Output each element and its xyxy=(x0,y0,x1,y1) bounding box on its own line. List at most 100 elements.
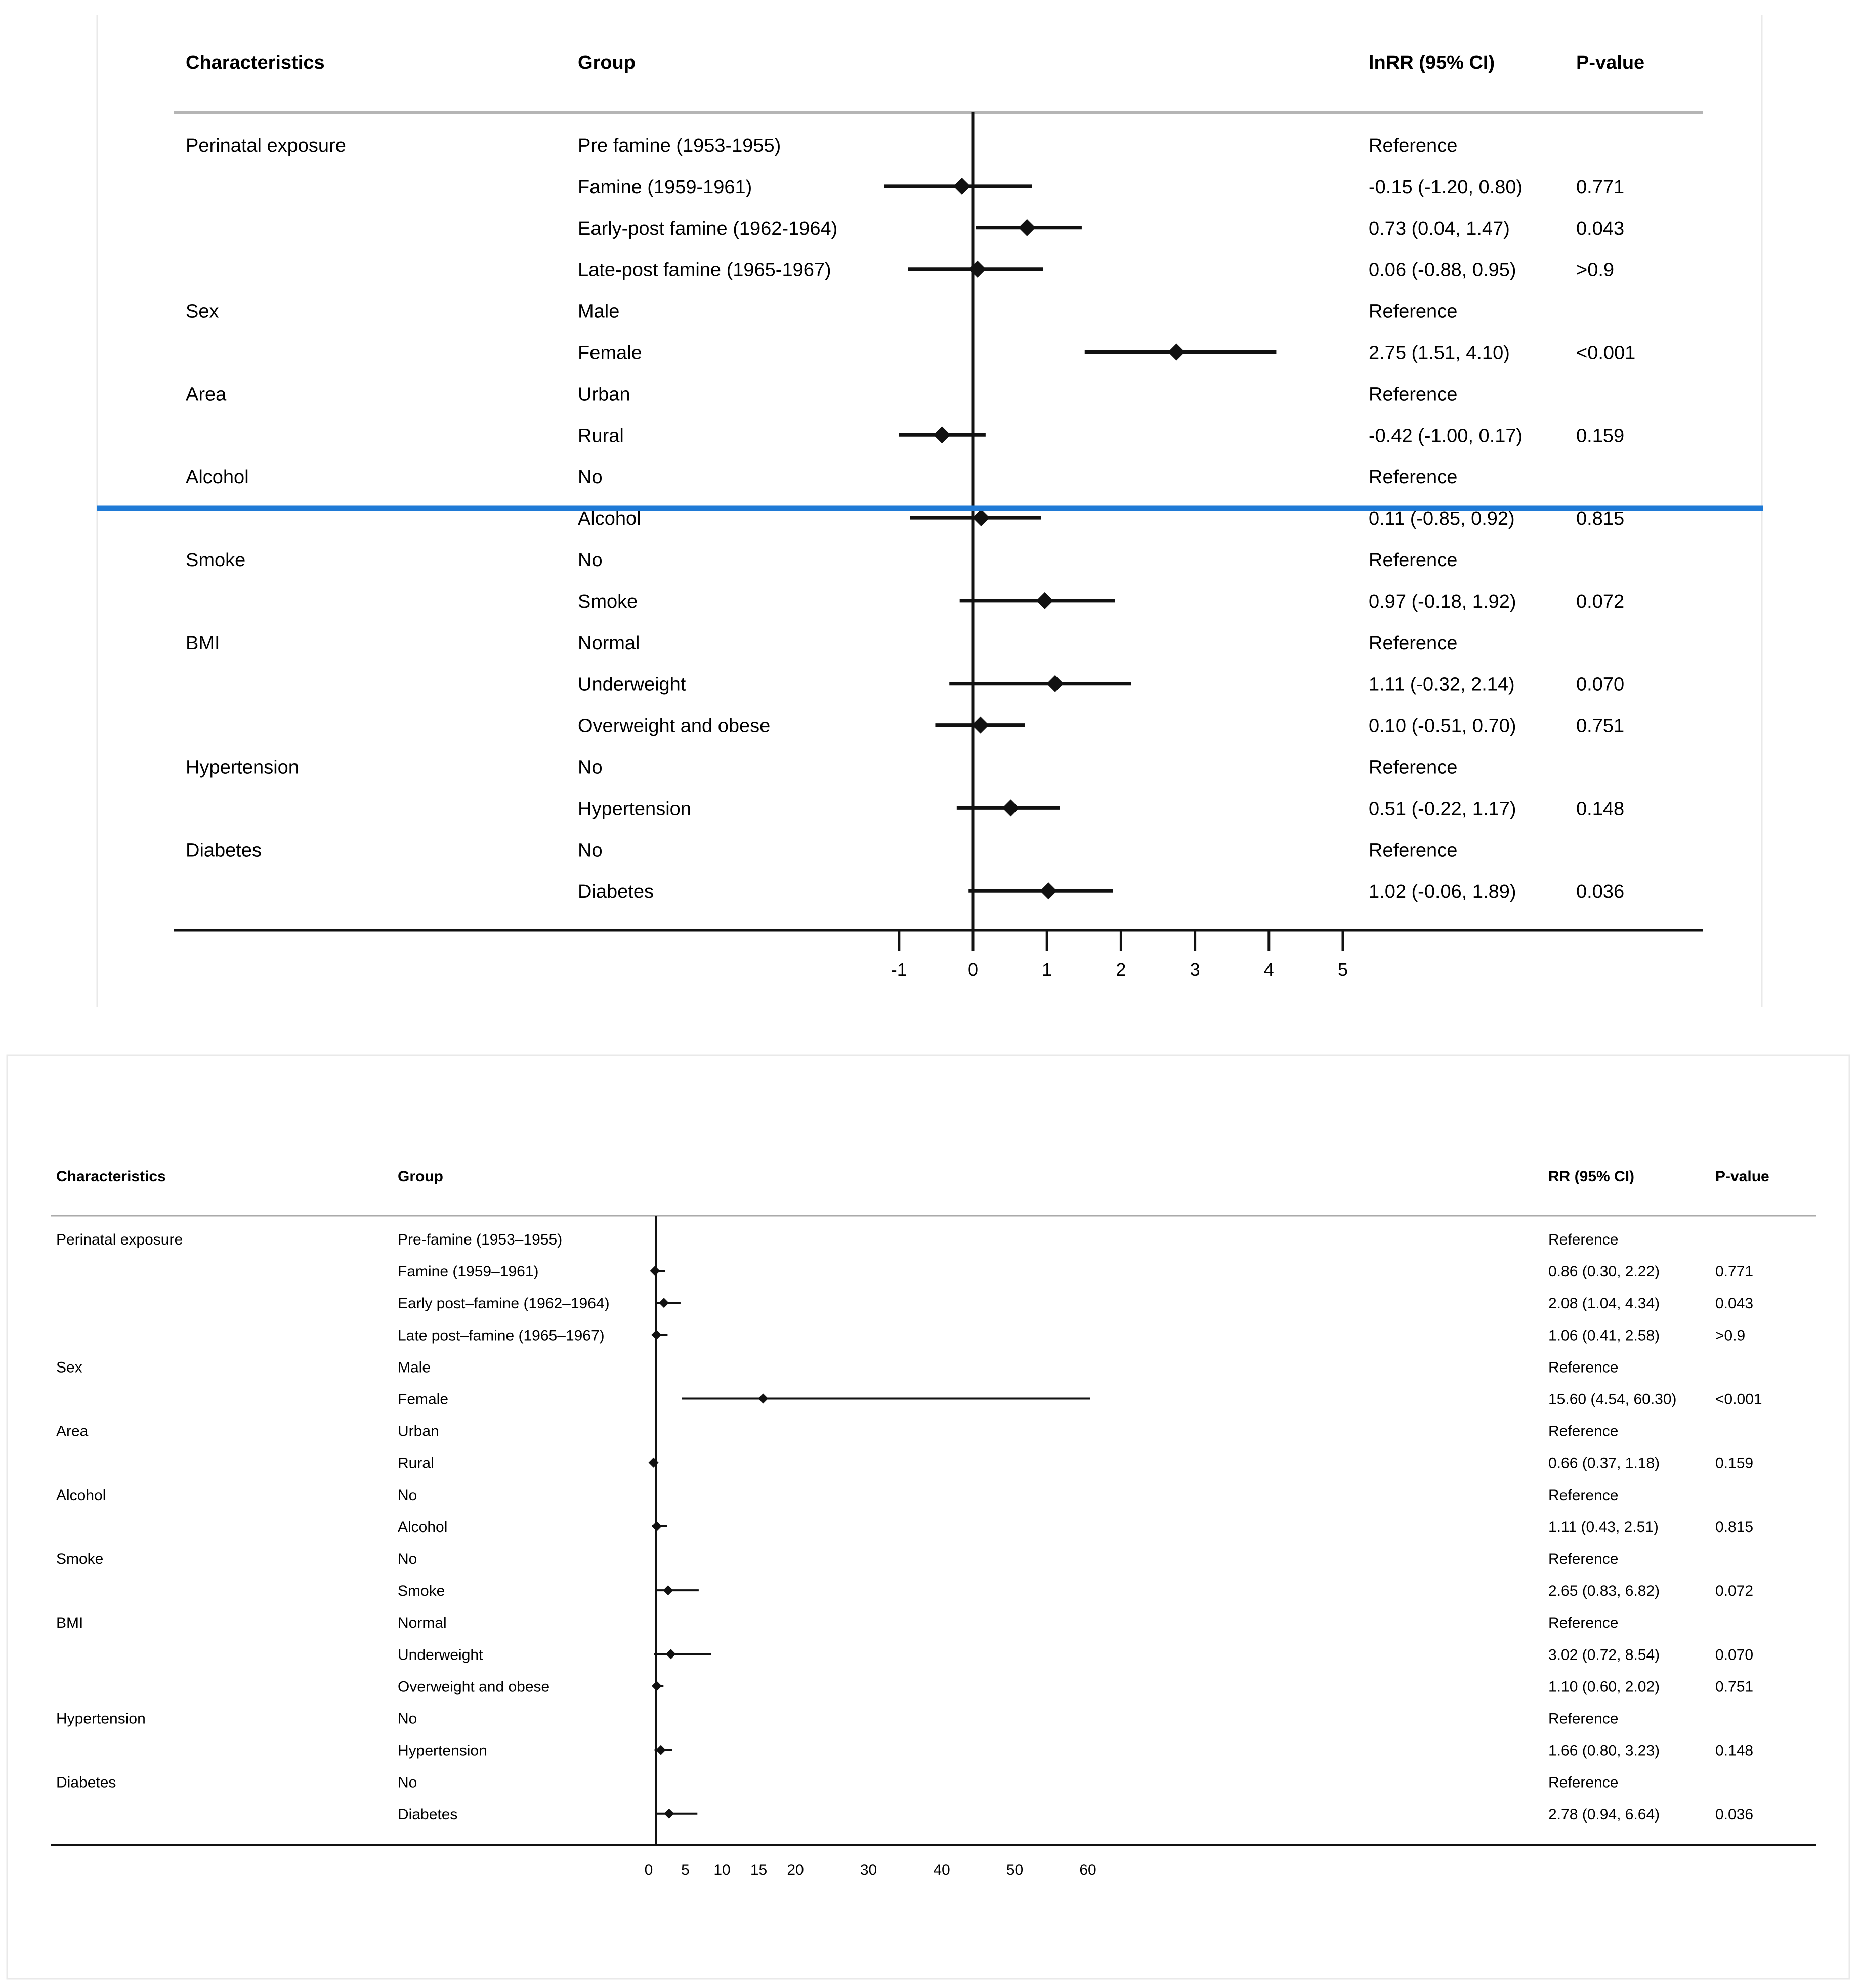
row-estimate-ci-label: 0.51 (-0.22, 1.17) xyxy=(1369,798,1516,819)
row-estimate-ci-label: 2.65 (0.83, 6.82) xyxy=(1548,1583,1660,1599)
row-characteristic-label: Hypertension xyxy=(186,757,299,778)
row-estimate-ci-label: 2.78 (0.94, 6.64) xyxy=(1548,1806,1660,1823)
point-estimate-diamond xyxy=(973,509,990,527)
row-estimate-ci-label: 0.86 (0.30, 2.22) xyxy=(1548,1263,1660,1280)
row-estimate-ci-label: Reference xyxy=(1548,1231,1618,1248)
row-group-label: Diabetes xyxy=(578,881,654,902)
point-estimate-diamond xyxy=(1168,343,1186,361)
row-group-label: Hypertension xyxy=(578,798,691,819)
point-estimate-diamond xyxy=(953,177,971,195)
row-estimate-ci-label: 1.10 (0.60, 2.02) xyxy=(1548,1678,1660,1695)
p2-x-ticks: 0 5 10 15 20 30 40 50 60 xyxy=(645,1861,1096,1878)
row-estimate-ci-label: Reference xyxy=(1548,1423,1618,1440)
row-estimate-ci-label: 0.11 (-0.85, 0.92) xyxy=(1369,508,1515,529)
x-tick-label: 0 xyxy=(645,1861,653,1878)
row-pvalue-label: 0.815 xyxy=(1715,1519,1753,1536)
row-group-label: Smoke xyxy=(578,591,638,612)
row-characteristic-label: BMI xyxy=(56,1614,83,1631)
point-estimate-diamond xyxy=(971,716,989,734)
row-group-label: Female xyxy=(578,343,642,364)
row-estimate-ci-label: Reference xyxy=(1548,1711,1618,1727)
row-pvalue-label: >0.9 xyxy=(1576,260,1614,281)
row-estimate-ci-label: 2.75 (1.51, 4.10) xyxy=(1369,343,1510,364)
row-estimate-ci-label: -0.42 (-1.00, 0.17) xyxy=(1369,425,1523,446)
row-group-label: Normal xyxy=(578,633,640,654)
row-group-label: No xyxy=(578,550,603,571)
x-tick-label: 40 xyxy=(933,1861,950,1878)
point-estimate-diamond xyxy=(933,426,951,444)
p1-x-ticks: -1 0 1 2 3 4 5 xyxy=(891,930,1348,980)
row-characteristic-label: Sex xyxy=(186,301,219,322)
x-tick-label: 15 xyxy=(750,1861,767,1878)
row-pvalue-label: 0.070 xyxy=(1576,674,1624,695)
row-estimate-ci-label: -0.15 (-1.20, 0.80) xyxy=(1369,177,1523,198)
row-group-label: Pre-famine (1953–1955) xyxy=(398,1231,562,1248)
row-group-label: Early post–famine (1962–1964) xyxy=(398,1295,610,1312)
row-group-label: Rural xyxy=(398,1455,434,1472)
point-estimate-diamond xyxy=(650,1266,660,1276)
row-group-label: Late-post famine (1965-1967) xyxy=(578,260,831,281)
row-pvalue-label: <0.001 xyxy=(1576,343,1635,364)
row-group-label: Rural xyxy=(578,425,624,446)
point-estimate-diamond xyxy=(1018,219,1036,236)
row-estimate-ci-label: Reference xyxy=(1369,840,1457,861)
row-estimate-ci-label: 2.08 (1.04, 4.34) xyxy=(1548,1295,1660,1312)
p1-rows: Perinatal exposure Pre famine (1953-1955)… xyxy=(186,135,1635,902)
x-tick-label: 3 xyxy=(1190,959,1200,980)
row-group-label: Male xyxy=(398,1359,431,1376)
row-estimate-ci-label: 0.10 (-0.51, 0.70) xyxy=(1369,716,1516,737)
x-tick-label: -1 xyxy=(891,959,907,980)
row-characteristic-label: Perinatal exposure xyxy=(186,135,346,156)
point-estimate-diamond xyxy=(663,1585,673,1596)
x-tick-label: 10 xyxy=(713,1861,730,1878)
p1-header-group: Group xyxy=(578,52,636,73)
row-pvalue-label: 0.815 xyxy=(1576,508,1624,529)
row-pvalue-label: 0.072 xyxy=(1715,1583,1753,1599)
row-estimate-ci-label: 0.97 (-0.18, 1.92) xyxy=(1369,591,1516,612)
p1-marks xyxy=(884,177,1277,900)
row-pvalue-label: 0.771 xyxy=(1576,177,1624,198)
x-tick-label: 60 xyxy=(1079,1861,1096,1878)
row-pvalue-label: 0.072 xyxy=(1576,591,1624,612)
row-estimate-ci-label: 0.06 (-0.88, 0.95) xyxy=(1369,260,1516,281)
row-pvalue-label: <0.001 xyxy=(1715,1391,1762,1408)
row-characteristic-label: Smoke xyxy=(56,1551,103,1567)
row-group-label: Alcohol xyxy=(578,508,641,529)
row-group-label: Early-post famine (1962-1964) xyxy=(578,218,837,239)
row-estimate-ci-label: 3.02 (0.72, 8.54) xyxy=(1548,1646,1660,1663)
row-group-label: No xyxy=(398,1774,417,1791)
point-estimate-diamond xyxy=(664,1808,674,1819)
row-characteristic-label: Area xyxy=(56,1423,89,1440)
row-pvalue-label: 0.070 xyxy=(1715,1646,1753,1663)
row-group-label: Smoke xyxy=(398,1583,445,1599)
point-estimate-diamond xyxy=(758,1393,769,1404)
row-group-label: No xyxy=(398,1551,417,1567)
row-estimate-ci-label: 0.66 (0.37, 1.18) xyxy=(1548,1455,1660,1472)
row-pvalue-label: >0.9 xyxy=(1715,1327,1745,1344)
row-pvalue-label: 0.159 xyxy=(1715,1455,1753,1472)
row-group-label: Famine (1959–1961) xyxy=(398,1263,539,1280)
row-pvalue-label: 0.771 xyxy=(1715,1263,1753,1280)
row-characteristic-label: BMI xyxy=(186,633,220,654)
point-estimate-diamond xyxy=(659,1298,669,1308)
point-estimate-diamond xyxy=(1046,675,1064,692)
row-characteristic-label: Diabetes xyxy=(56,1774,116,1791)
row-estimate-ci-label: 1.11 (0.43, 2.51) xyxy=(1548,1519,1659,1536)
row-group-label: Late post–famine (1965–1967) xyxy=(398,1327,605,1344)
row-estimate-ci-label: 1.02 (-0.06, 1.89) xyxy=(1369,881,1516,902)
row-group-label: Overweight and obese xyxy=(578,716,770,737)
p2-rows: Perinatal exposure Pre-famine (1953–1955)… xyxy=(56,1231,1762,1823)
p2-header-estimate: RR (95% CI) xyxy=(1548,1168,1634,1185)
p1-header-characteristics: Characteristics xyxy=(186,52,325,73)
row-group-label: Underweight xyxy=(398,1646,483,1663)
x-tick-label: 5 xyxy=(1338,959,1348,980)
row-group-label: No xyxy=(578,840,603,861)
row-characteristic-label: Perinatal exposure xyxy=(56,1231,183,1248)
row-characteristic-label: Sex xyxy=(56,1359,82,1376)
row-group-label: Male xyxy=(578,301,619,322)
x-tick-label: 4 xyxy=(1264,959,1274,980)
row-estimate-ci-label: 15.60 (4.54, 60.30) xyxy=(1548,1391,1677,1408)
x-tick-label: 1 xyxy=(1042,959,1052,980)
x-tick-label: 2 xyxy=(1116,959,1126,980)
